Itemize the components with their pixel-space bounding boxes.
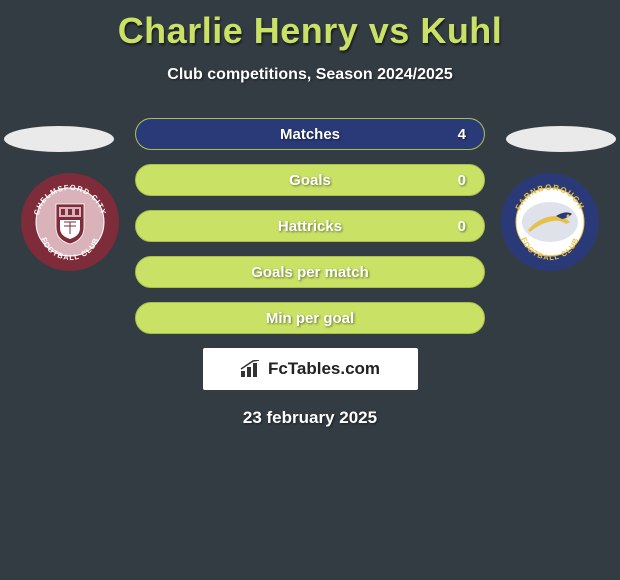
stat-value: 0 xyxy=(458,218,466,235)
stat-value: 0 xyxy=(458,172,466,189)
brand-text: FcTables.com xyxy=(268,359,380,379)
page-title: Charlie Henry vs Kuhl xyxy=(0,0,620,52)
club-crest-right-icon: FARNBOROUGH FOOTBALL CLUB 2007 xyxy=(500,172,600,272)
brand-box[interactable]: FcTables.com xyxy=(203,348,418,390)
subtitle: Club competitions, Season 2024/2025 xyxy=(0,66,620,84)
bar-chart-icon xyxy=(240,360,262,378)
stat-label: Min per goal xyxy=(266,310,354,327)
stat-label: Goals xyxy=(289,172,331,189)
stats-container: Matches 4 Goals 0 Hattricks 0 Goals per match M… xyxy=(135,118,485,334)
stat-label: Goals per match xyxy=(251,264,369,281)
date-text: 23 february 2025 xyxy=(0,408,620,428)
club-crest-left-icon: CHELMSFORD CITY FOOTBALL CLUB xyxy=(20,172,120,272)
stat-label: Matches xyxy=(280,126,340,143)
stat-row: Goals per match xyxy=(135,256,485,288)
club-badge-left: CHELMSFORD CITY FOOTBALL CLUB xyxy=(20,172,120,272)
club-badge-right: FARNBOROUGH FOOTBALL CLUB 2007 xyxy=(500,172,600,272)
stat-value: 4 xyxy=(458,126,466,143)
stat-row: Matches 4 xyxy=(135,118,485,150)
player-oval-left xyxy=(4,126,114,152)
stat-row: Goals 0 xyxy=(135,164,485,196)
stat-row: Hattricks 0 xyxy=(135,210,485,242)
stat-label: Hattricks xyxy=(278,218,342,235)
player-oval-right xyxy=(506,126,616,152)
stat-row: Min per goal xyxy=(135,302,485,334)
